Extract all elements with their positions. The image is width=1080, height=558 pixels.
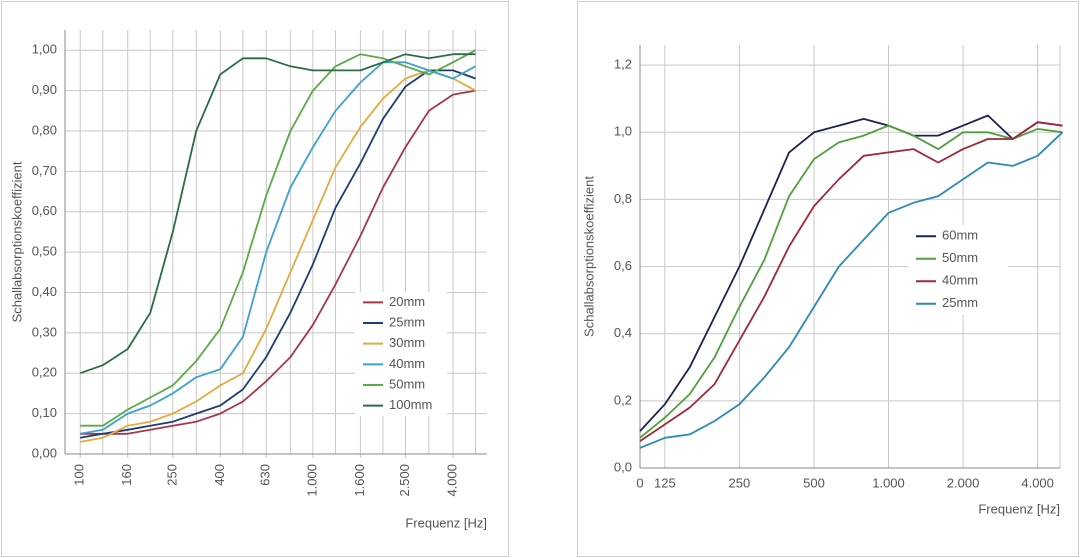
x-tick-label: 160 — [119, 464, 134, 486]
y-axis-label: Schallabsorptionskoeffizient — [581, 176, 596, 337]
x-tick-label: 1.600 — [352, 464, 367, 497]
x-tick-label: 100 — [72, 464, 87, 486]
x-tick-label: 500 — [803, 475, 825, 490]
x-tick-label: 1.000 — [872, 475, 905, 490]
legend-label: 100mm — [389, 397, 432, 412]
legend-label: 50mm — [389, 376, 425, 391]
y-tick-label: 0,70 — [32, 163, 57, 178]
series-line — [80, 49, 476, 427]
x-tick-label: 0 — [636, 475, 643, 490]
series-line — [639, 131, 1064, 449]
y-tick-label: 0,2 — [614, 392, 632, 407]
legend-label: 25mm — [389, 314, 425, 329]
x-tick-label: 250 — [164, 464, 179, 486]
series-line — [639, 121, 1063, 442]
y-tick-label: 1,00 — [32, 42, 57, 57]
legend-label: 30mm — [389, 335, 425, 350]
series-line — [80, 69, 476, 439]
y-tick-label: 0,6 — [614, 258, 632, 273]
series-line — [79, 53, 476, 375]
y-tick-label: 0,90 — [32, 82, 57, 97]
series-line — [639, 114, 1063, 432]
y-tick-label: 0,60 — [32, 203, 57, 218]
x-axis-label: Frequenz [Hz] — [978, 501, 1060, 516]
x-axis-label: Frequenz [Hz] — [405, 515, 487, 530]
y-tick-label: 0,0 — [614, 459, 632, 474]
x-tick-label: 2.000 — [947, 475, 980, 490]
series-line — [80, 61, 476, 435]
series-line — [80, 69, 476, 443]
y-tick-label: 0,20 — [32, 365, 57, 380]
x-tick-label: 2.500 — [397, 464, 412, 497]
series-line — [639, 124, 1063, 439]
legend-label: 40mm — [389, 356, 425, 371]
x-tick-label: 1.000 — [304, 464, 319, 497]
y-tick-label: 0,80 — [32, 122, 57, 137]
y-axis-label: Schallabsorptionskoeffizient — [9, 161, 24, 322]
legend-box — [355, 292, 447, 416]
y-tick-label: 1,0 — [614, 124, 632, 139]
y-tick-label: 1,2 — [614, 57, 632, 72]
legend-label: 20mm — [389, 294, 425, 309]
legend-box — [908, 225, 1008, 315]
x-tick-label: 630 — [258, 464, 273, 486]
x-tick-label: 250 — [729, 475, 751, 490]
x-tick-label: 125 — [654, 475, 676, 490]
y-tick-label: 0,30 — [32, 324, 57, 339]
series-line — [80, 89, 476, 435]
legend-label: 50mm — [942, 250, 978, 265]
y-tick-label: 0,10 — [32, 405, 57, 420]
y-tick-label: 0,50 — [32, 244, 57, 259]
x-tick-label: 4.000 — [1021, 475, 1054, 490]
legend-label: 40mm — [942, 273, 978, 288]
y-tick-label: 0,4 — [614, 325, 632, 340]
legend-label: 25mm — [942, 295, 978, 310]
y-tick-label: 0,40 — [32, 284, 57, 299]
x-tick-label: 400 — [212, 464, 227, 486]
y-tick-label: 0,00 — [32, 445, 57, 460]
panel-frame — [1, 1, 509, 557]
x-tick-label: 4.000 — [444, 464, 459, 497]
legend-label: 60mm — [942, 228, 978, 243]
panel-frame — [577, 1, 1079, 557]
y-tick-label: 0,8 — [614, 191, 632, 206]
